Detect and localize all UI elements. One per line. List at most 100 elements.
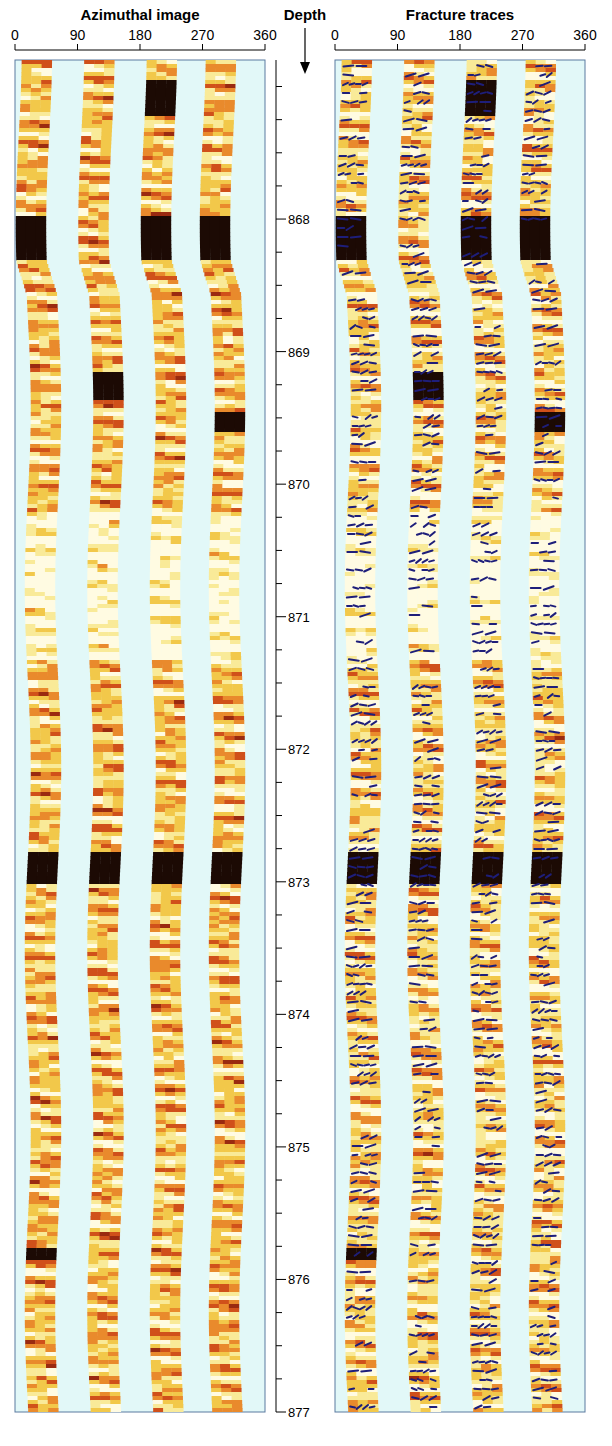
image-pixel — [42, 60, 52, 64]
image-pixel — [83, 96, 93, 100]
image-pixel — [90, 264, 100, 268]
image-pixel — [38, 684, 48, 688]
image-pixel — [26, 212, 36, 216]
image-pixel — [109, 296, 119, 300]
image-pixel — [35, 1324, 45, 1328]
image-pixel — [40, 812, 50, 816]
image-pixel — [103, 380, 113, 384]
image-pixel — [17, 176, 27, 180]
image-pixel — [49, 1056, 59, 1060]
image-pixel — [103, 768, 113, 772]
image-pixel — [42, 276, 52, 280]
image-pixel — [109, 640, 119, 644]
image-pixel — [102, 468, 112, 472]
image-pixel — [26, 528, 36, 532]
image-pixel — [110, 1228, 120, 1232]
image-pixel — [36, 540, 46, 544]
image-pixel — [102, 828, 112, 832]
image-pixel — [31, 412, 41, 416]
image-pixel — [26, 256, 36, 260]
image-pixel — [47, 864, 57, 868]
image-pixel — [102, 112, 112, 116]
image-pixel — [16, 256, 26, 260]
image-pixel — [104, 68, 114, 72]
image-pixel — [48, 1220, 58, 1224]
image-pixel — [113, 1088, 123, 1092]
image-pixel — [45, 1316, 55, 1320]
image-pixel — [89, 200, 99, 204]
image-pixel — [46, 1364, 56, 1368]
image-pixel — [48, 488, 58, 492]
image-pixel — [27, 864, 37, 868]
image-pixel — [97, 572, 107, 576]
image-pixel — [109, 528, 119, 532]
image-pixel — [108, 904, 118, 908]
image-pixel — [98, 216, 108, 220]
image-pixel — [40, 352, 50, 356]
image-pixel — [91, 1200, 101, 1204]
image-pixel — [26, 1352, 36, 1356]
image-pixel — [27, 1028, 37, 1032]
image-pixel — [102, 1084, 112, 1088]
image-pixel — [81, 136, 91, 140]
image-pixel — [39, 708, 49, 712]
image-pixel — [47, 1016, 57, 1020]
image-pixel — [46, 904, 56, 908]
image-pixel — [93, 752, 103, 756]
image-pixel — [47, 868, 57, 872]
image-pixel — [38, 328, 48, 332]
image-pixel — [79, 184, 89, 188]
image-pixel — [100, 864, 110, 868]
image-pixel — [50, 724, 60, 728]
image-pixel — [107, 932, 117, 936]
image-pixel — [113, 1140, 123, 1144]
image-pixel — [97, 600, 107, 604]
image-pixel — [50, 1160, 60, 1164]
image-pixel — [49, 480, 59, 484]
image-pixel — [51, 784, 61, 788]
image-pixel — [88, 1268, 98, 1272]
image-pixel — [99, 1256, 109, 1260]
image-pixel — [84, 84, 94, 88]
image-pixel — [17, 260, 27, 264]
image-pixel — [45, 1348, 55, 1352]
image-pixel — [27, 168, 37, 172]
image-pixel — [36, 1012, 46, 1016]
image-pixel — [16, 212, 26, 216]
image-pixel — [101, 844, 111, 848]
image-pixel — [109, 1240, 119, 1244]
image-pixel — [88, 632, 98, 636]
image-pixel — [92, 352, 102, 356]
image-pixel — [47, 1232, 57, 1236]
image-pixel — [27, 1232, 37, 1236]
image-pixel — [40, 1100, 50, 1104]
image-pixel — [27, 308, 37, 312]
image-pixel — [88, 224, 98, 228]
image-pixel — [26, 1256, 36, 1260]
image-pixel — [41, 752, 51, 756]
image-pixel — [16, 196, 26, 200]
image-pixel — [100, 304, 110, 308]
image-pixel — [51, 1144, 61, 1148]
image-pixel — [93, 1160, 103, 1164]
image-pixel — [107, 936, 117, 940]
image-pixel — [110, 668, 120, 672]
image-pixel — [113, 1156, 123, 1160]
image-pixel — [92, 456, 102, 460]
image-pixel — [45, 912, 55, 916]
image-pixel — [103, 440, 113, 444]
image-pixel — [48, 844, 58, 848]
image-pixel — [36, 524, 46, 528]
image-pixel — [93, 1128, 103, 1132]
image-pixel — [107, 1316, 117, 1320]
image-pixel — [48, 1408, 58, 1412]
image-pixel — [110, 1036, 120, 1040]
image-pixel — [47, 1236, 57, 1240]
image-pixel — [30, 448, 40, 452]
image-pixel — [41, 1128, 51, 1132]
image-pixel — [26, 216, 36, 220]
image-pixel — [102, 456, 112, 460]
image-pixel — [91, 1044, 101, 1048]
image-pixel — [39, 1056, 49, 1060]
image-pixel — [108, 992, 118, 996]
